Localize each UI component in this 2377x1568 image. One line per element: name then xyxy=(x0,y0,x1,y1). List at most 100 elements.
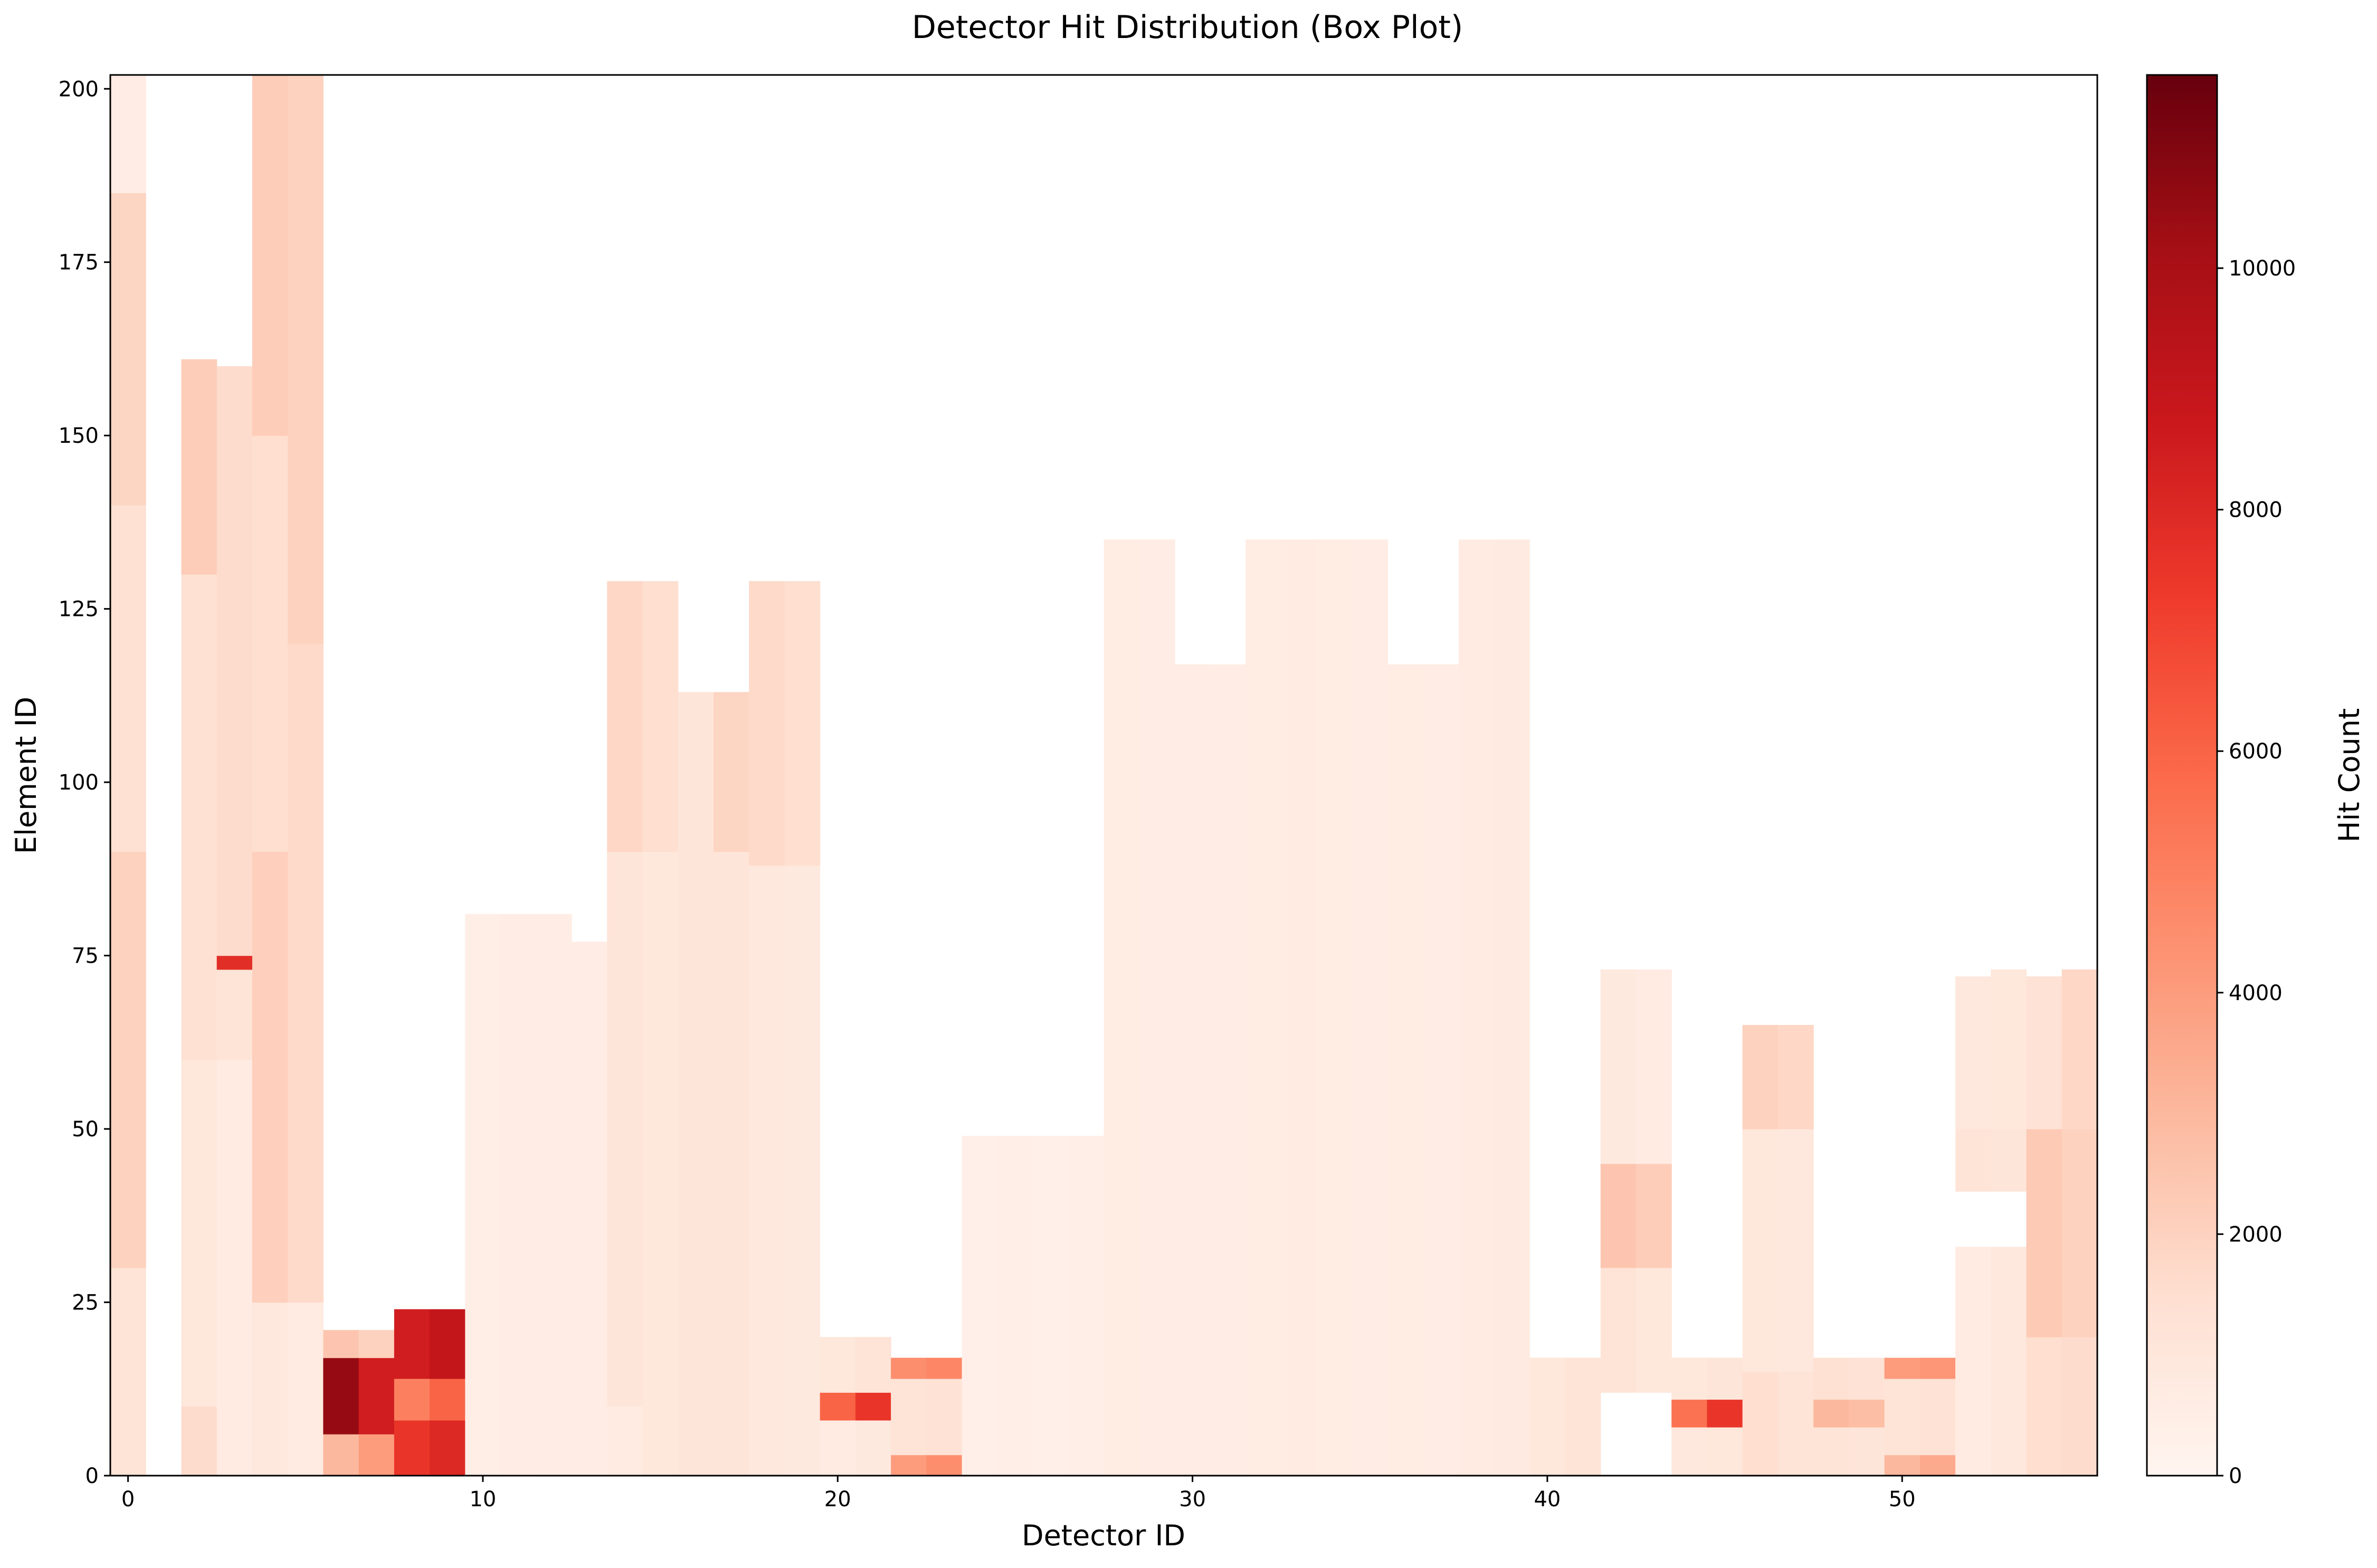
colorbar-tick-label: 2000 xyxy=(2229,1222,2283,1247)
heatmap-cell xyxy=(252,435,288,852)
heatmap-cell xyxy=(997,1136,1033,1476)
heatmap-cell xyxy=(323,1357,359,1434)
x-tick-label: 40 xyxy=(1534,1487,1561,1512)
heatmap-cell xyxy=(962,1136,998,1476)
heatmap-cell xyxy=(110,851,146,1268)
heatmap-cell xyxy=(1671,1427,1708,1476)
heatmap-cell xyxy=(1777,1371,1814,1476)
heatmap-cell xyxy=(1707,1427,1743,1476)
heatmap-cell xyxy=(1423,664,1459,1476)
heatmap-cell xyxy=(1494,539,1530,1476)
colorbar-tick-label: 0 xyxy=(2229,1464,2242,1488)
heatmap-cell xyxy=(1600,1163,1637,1268)
heatmap-cell xyxy=(891,1455,927,1476)
heatmap-cell xyxy=(1955,1247,1991,1476)
heatmap-cell xyxy=(394,1420,430,1476)
heatmap-cell xyxy=(607,1406,643,1476)
plot-frame xyxy=(109,74,2098,1477)
x-tick-label: 50 xyxy=(1889,1487,1916,1512)
heatmap-cell xyxy=(1813,1399,1849,1428)
heatmap-cell xyxy=(2026,1129,2062,1337)
heatmap-cell xyxy=(678,692,714,1476)
colorbar-axis: 0 2000 4000 6000 8000 10000 xyxy=(2217,256,2296,1488)
heatmap-cell xyxy=(1458,539,1495,1476)
heatmap-cell xyxy=(1884,1379,1920,1456)
heatmap-cell xyxy=(1919,1379,1956,1456)
heatmap-cell xyxy=(288,1302,324,1476)
y-tick-label: 175 xyxy=(59,251,99,275)
y-axis-label: Element ID xyxy=(9,697,43,854)
heatmap-cell xyxy=(1174,664,1211,1476)
heatmap-cell xyxy=(1636,1267,1672,1393)
heatmap-cell xyxy=(820,1392,856,1421)
y-tick-label: 75 xyxy=(72,944,99,968)
heatmap-cell xyxy=(216,366,253,956)
heatmap-cell xyxy=(1991,969,2027,1129)
heatmap-cell xyxy=(358,1434,395,1476)
heatmap-cell xyxy=(891,1379,927,1456)
heatmap-cell xyxy=(820,1337,856,1393)
heatmap-cell xyxy=(1849,1357,1885,1400)
heatmap-cell xyxy=(1636,969,1672,1164)
heatmap-cell xyxy=(1281,539,1317,1476)
heatmap-cells xyxy=(110,75,2098,1476)
y-tick-label: 50 xyxy=(72,1117,99,1142)
x-tick-label: 30 xyxy=(1179,1487,1206,1512)
heatmap-cell xyxy=(252,1302,288,1476)
heatmap-cell xyxy=(110,1267,146,1476)
heatmap-cell xyxy=(1919,1357,1956,1379)
heatmap-cell xyxy=(1245,539,1282,1476)
heatmap-cell xyxy=(820,1420,856,1476)
heatmap-cell xyxy=(1600,1267,1637,1393)
colorbar-tick-label: 10000 xyxy=(2229,256,2296,281)
heatmap-cell xyxy=(288,75,324,644)
heatmap-cell xyxy=(1955,976,1991,1129)
heatmap-cell xyxy=(1742,1371,1779,1476)
heatmap-cell xyxy=(2061,1129,2098,1337)
heatmap-cell xyxy=(1919,1455,1956,1476)
heatmap-cell xyxy=(1813,1427,1849,1476)
x-tick-label: 10 xyxy=(469,1487,496,1512)
heatmap-cell xyxy=(536,914,572,1476)
heatmap-cell xyxy=(855,1392,891,1421)
x-axis: 0 10 20 30 40 50 xyxy=(121,1476,1916,1512)
heatmap-cell xyxy=(1352,539,1388,1476)
heatmap-cell xyxy=(1600,969,1637,1164)
heatmap-cell xyxy=(323,1434,359,1476)
heatmap-cell xyxy=(1777,1129,1814,1372)
heatmap-cell xyxy=(1991,1247,2027,1476)
heatmap-cell xyxy=(181,1059,217,1407)
heatmap-cell xyxy=(430,1379,465,1421)
heatmap-cell xyxy=(500,914,537,1476)
colorbar xyxy=(2146,74,2218,1477)
heatmap-cell xyxy=(1068,1136,1105,1476)
heatmap-cell xyxy=(394,1379,430,1421)
heatmap-cell xyxy=(749,865,785,1476)
heatmap-cell xyxy=(1777,1024,1814,1129)
heatmap-cell xyxy=(1991,1129,2027,1192)
heatmap-cell xyxy=(181,359,217,575)
heatmap-cell xyxy=(784,865,821,1476)
y-axis: 0 25 50 75 100 125 150 175 200 xyxy=(59,77,110,1488)
heatmap-cell xyxy=(1707,1399,1743,1428)
heatmap-cell xyxy=(1139,539,1175,1476)
heatmap-cell xyxy=(713,851,749,1476)
heatmap-cell xyxy=(465,914,501,1476)
heatmap-cell xyxy=(713,692,749,852)
heatmap-cell xyxy=(216,969,253,1060)
heatmap-cell xyxy=(1210,664,1247,1476)
heatmap-cell xyxy=(1033,1136,1069,1476)
heatmap-cell xyxy=(891,1357,927,1379)
heatmap-cell xyxy=(430,1420,465,1476)
colorbar-tick-label: 6000 xyxy=(2229,739,2283,764)
y-tick-label: 200 xyxy=(59,77,99,101)
heatmap-cell xyxy=(1636,1163,1672,1268)
heatmap-cell xyxy=(1529,1357,1566,1476)
heatmap-cell xyxy=(110,505,146,852)
heatmap-cell xyxy=(1849,1427,1885,1476)
heatmap-cell xyxy=(2061,1337,2098,1476)
y-tick-label: 150 xyxy=(59,424,99,448)
colorbar-label: Hit Count xyxy=(2333,708,2366,842)
heatmap-cell xyxy=(358,1330,395,1358)
